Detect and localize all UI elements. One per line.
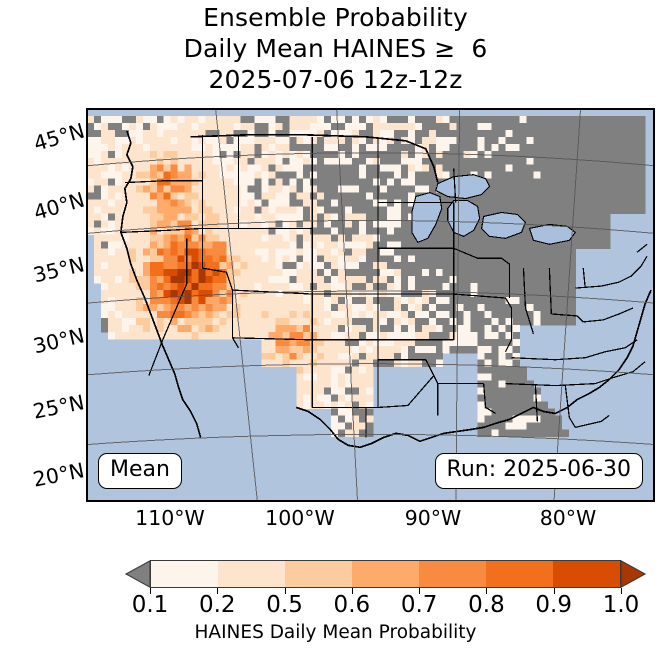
title-line-1: Ensemble Probability: [203, 3, 468, 32]
colorbar-tick-labels: 0.1 0.2 0.5 0.6 0.7 0.8 0.9 1.0: [125, 592, 646, 622]
lon-label-100W: 100°W: [265, 506, 335, 530]
colorbar-ticklabel-6: 0.9: [535, 592, 572, 618]
title-line-2: Daily Mean HAINES ≥ 6: [183, 34, 488, 63]
colorbar-ticklabel-4: 0.7: [400, 592, 438, 618]
lat-label-40N: 40°N: [31, 187, 88, 225]
colorbar-ticklabel-7: 1.0: [602, 592, 640, 618]
lat-label-20N: 20°N: [30, 458, 87, 492]
colorbar-tickmark-5: [486, 588, 488, 594]
colorbar-segments: [150, 560, 621, 588]
colorbar-segment-5: [486, 561, 553, 587]
colorbar-tickmark-6: [553, 588, 555, 594]
colorbar-under-arrow: [125, 560, 151, 588]
colorbar-ticklabel-0: 0.1: [131, 592, 169, 618]
colorbar-tickmark-7: [621, 588, 622, 594]
colorbar-segment-6: [553, 561, 620, 587]
colorbar: [125, 560, 646, 588]
colorbar-ticklabel-1: 0.2: [198, 592, 236, 618]
title-line-3: 2025-07-06 12z-12z: [208, 65, 463, 94]
lon-label-110W: 110°W: [135, 506, 205, 530]
colorbar-tickmarks: [125, 588, 646, 596]
run-annotation-box: Run: 2025-06-30: [434, 453, 643, 489]
colorbar-segment-0: [151, 561, 218, 587]
lat-label-45N: 45°N: [31, 118, 88, 156]
colorbar-segment-4: [419, 561, 486, 587]
map-plot-area[interactable]: Mean Run: 2025-06-30: [86, 108, 655, 502]
colorbar-tickmark-3: [351, 588, 353, 594]
lat-label-30N: 30°N: [30, 323, 87, 359]
colorbar-axis-label: HAINES Daily Mean Probability: [194, 622, 477, 643]
colorbar-ticklabel-5: 0.8: [468, 592, 505, 618]
run-annotation-label: Run: 2025-06-30: [446, 457, 631, 482]
colorbar-segment-3: [352, 561, 419, 587]
chart-title: Ensemble Probability Daily Mean HAINES ≥…: [0, 2, 671, 95]
lat-label-35N: 35°N: [30, 252, 87, 288]
lon-label-80W: 80°W: [539, 506, 597, 530]
colorbar-tickmark-2: [284, 588, 286, 594]
colorbar-tickmark-4: [419, 588, 421, 594]
colorbar-segment-1: [218, 561, 285, 587]
lon-label-90W: 90°W: [404, 506, 462, 530]
mean-annotation-label: Mean: [110, 457, 170, 482]
colorbar-tickmark-0: [150, 588, 151, 594]
colorbar-ticklabel-2: 0.5: [266, 592, 303, 618]
colorbar-ticklabel-3: 0.6: [333, 592, 371, 618]
colorbar-tickmark-1: [217, 588, 219, 594]
map-canvas: [87, 109, 654, 501]
mean-annotation-box: Mean: [98, 453, 182, 489]
lat-label-25N: 25°N: [30, 390, 87, 424]
colorbar-over-arrow: [620, 560, 646, 588]
colorbar-segment-2: [285, 561, 352, 587]
